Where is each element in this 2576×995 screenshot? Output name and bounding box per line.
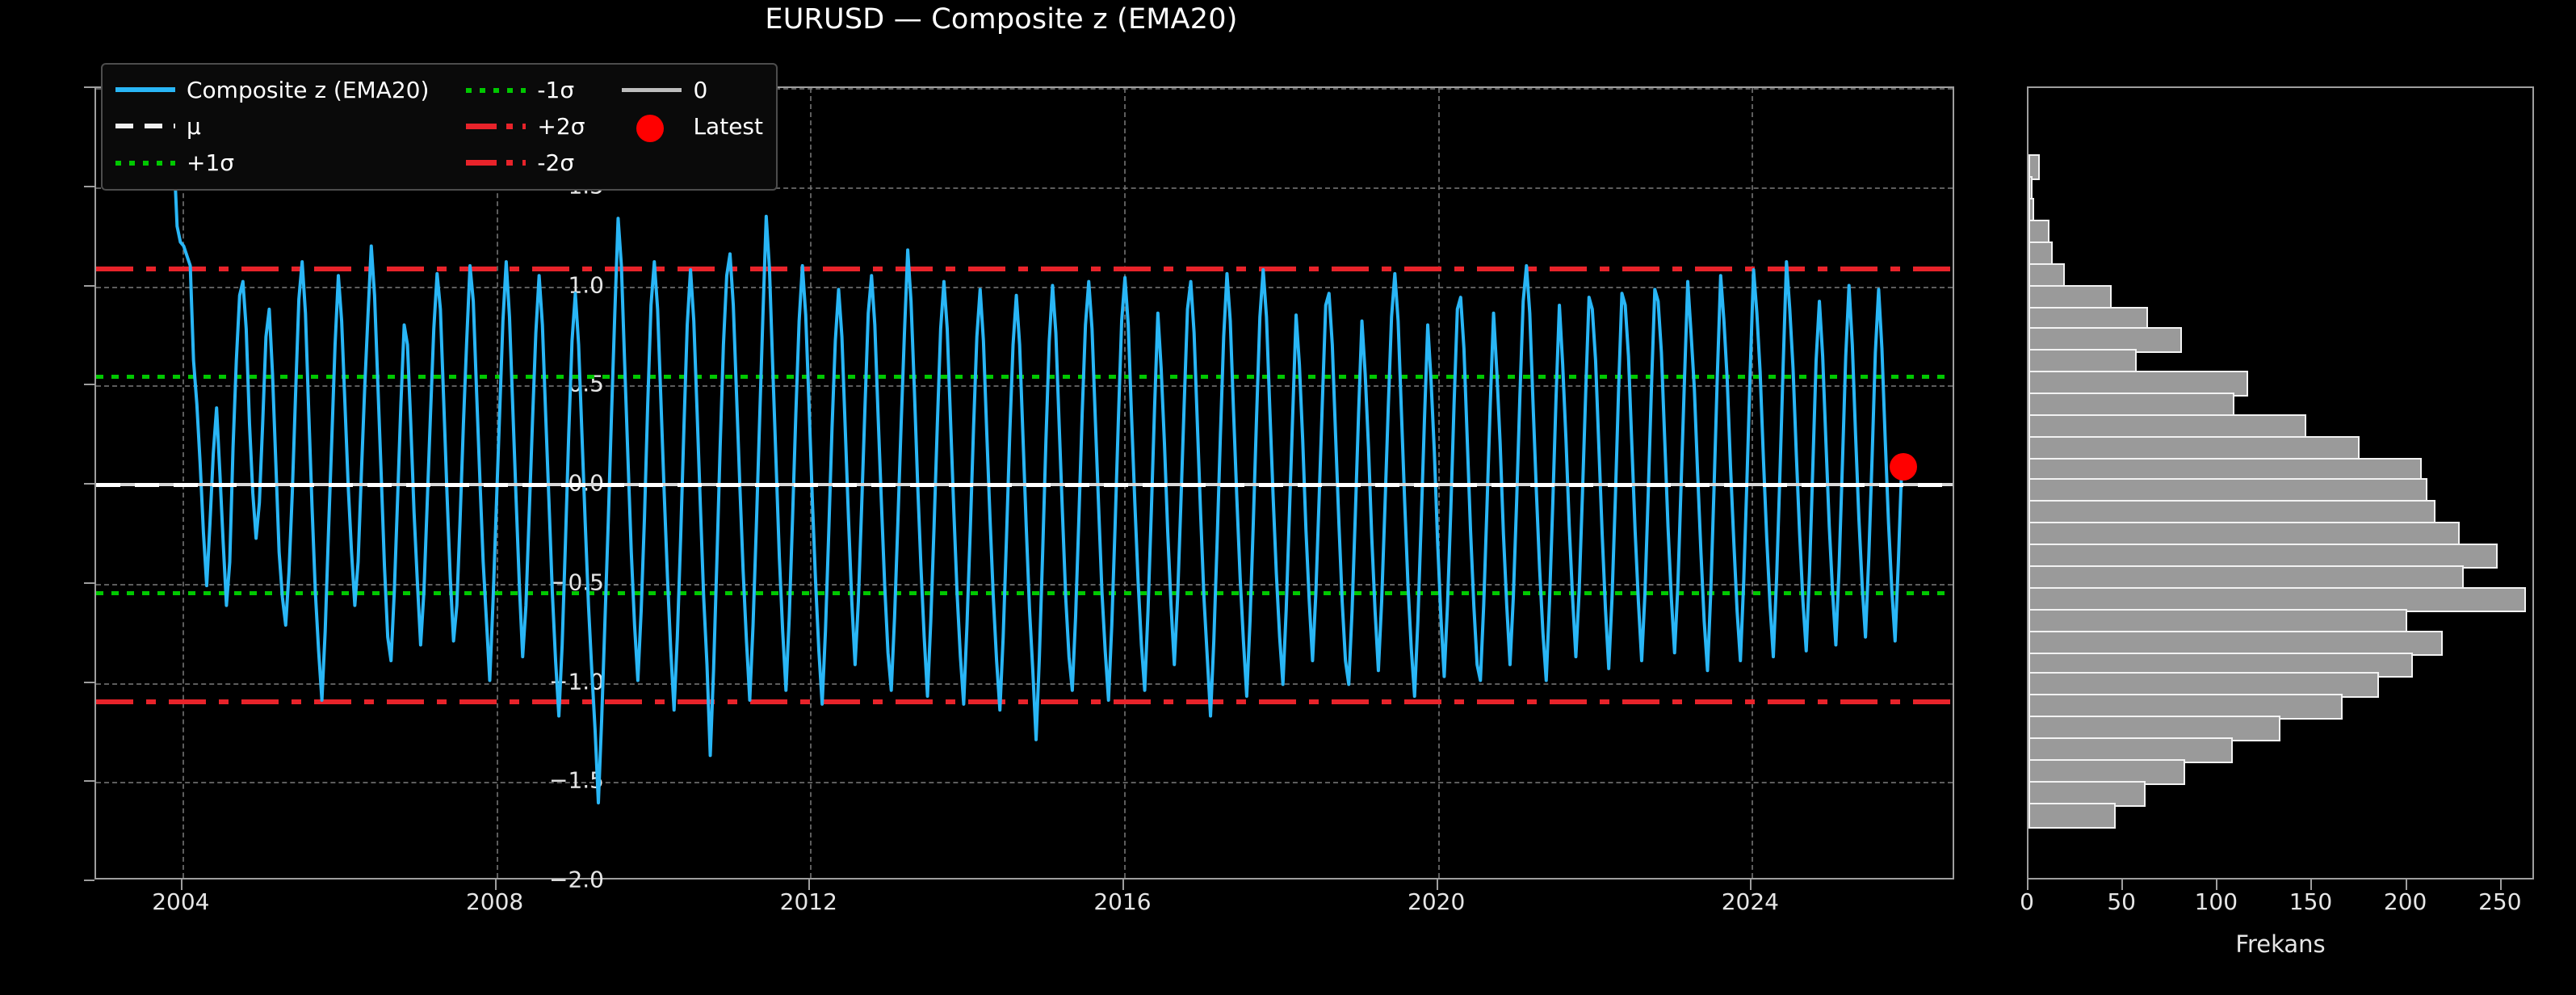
legend-label: +1σ bbox=[187, 149, 235, 176]
x-axis-tick-mark bbox=[808, 880, 811, 890]
legend-item-mu[interactable]: μ bbox=[115, 109, 429, 143]
histogram-x-tick-label: 0 bbox=[2020, 888, 2034, 915]
dashed-white-line-icon bbox=[115, 118, 175, 134]
latest-value-marker bbox=[1889, 453, 1917, 481]
dotted-green-line-icon bbox=[466, 82, 527, 98]
legend-item-minus-1-sigma[interactable]: -1σ bbox=[466, 73, 585, 107]
red-dot-marker-icon bbox=[622, 115, 682, 142]
y-axis-tick-mark bbox=[84, 780, 94, 783]
composite-z-series bbox=[169, 141, 1903, 805]
y-axis-tick-mark bbox=[84, 880, 94, 881]
y-axis-tick-mark bbox=[84, 284, 94, 287]
page-title: EURUSD — Composite z (EMA20) bbox=[765, 3, 1238, 36]
y-gridline bbox=[96, 385, 1953, 388]
legend-label: -2σ bbox=[537, 149, 575, 176]
x-axis-tick-mark bbox=[1122, 880, 1124, 890]
timeseries-plot-area bbox=[94, 86, 1954, 880]
x-axis-tick-label: 2012 bbox=[779, 888, 837, 915]
histogram-xaxis-label: Frekans bbox=[2235, 930, 2326, 958]
y-gridline bbox=[96, 583, 1953, 586]
y-axis-tick-mark bbox=[84, 185, 94, 187]
x-axis-tick-label: 2008 bbox=[465, 888, 524, 915]
x-axis-tick-mark bbox=[180, 880, 183, 890]
histogram-bar bbox=[2028, 154, 2041, 181]
chart-legend[interactable]: Composite z (EMA20) -1σ 0 μ +2σ Latest +… bbox=[101, 63, 778, 191]
plot-clip bbox=[96, 88, 1953, 878]
histogram-x-tick-mark bbox=[2027, 880, 2028, 890]
histogram-x-tick-mark bbox=[2216, 880, 2218, 890]
reference-line-mu bbox=[96, 483, 1953, 487]
histogram-x-tick-label: 250 bbox=[2478, 888, 2522, 915]
histogram-x-tick-label: 50 bbox=[2107, 888, 2136, 915]
legend-item-plus-2-sigma[interactable]: +2σ bbox=[466, 109, 585, 143]
y-gridline bbox=[96, 187, 1953, 189]
histogram-x-tick-label: 200 bbox=[2383, 888, 2427, 915]
legend-item-composite-z[interactable]: Composite z (EMA20) bbox=[115, 73, 429, 107]
reference-line-minus2sigma bbox=[96, 699, 1953, 704]
x-axis-tick-mark bbox=[1750, 880, 1752, 890]
y-gridline bbox=[96, 286, 1953, 288]
dashdot-red-line-icon bbox=[466, 154, 527, 170]
histogram-x-tick-mark bbox=[2310, 880, 2313, 890]
y-gridline bbox=[96, 782, 1953, 784]
y-axis-tick-label: −2.0 bbox=[549, 866, 604, 893]
y-gridline bbox=[96, 682, 1953, 685]
y-axis-tick-mark bbox=[84, 681, 94, 683]
histogram-bar bbox=[2028, 781, 2146, 807]
legend-label: 0 bbox=[693, 76, 708, 103]
histogram-x-tick-label: 100 bbox=[2194, 888, 2238, 915]
legend-item-plus-1-sigma[interactable]: +1σ bbox=[115, 145, 429, 179]
reference-line-minus1sigma bbox=[96, 590, 1953, 595]
x-axis-tick-mark bbox=[494, 880, 497, 890]
x-axis-tick-mark bbox=[1436, 880, 1438, 890]
legend-label: Latest bbox=[693, 112, 763, 140]
legend-label: Composite z (EMA20) bbox=[187, 76, 430, 103]
x-axis-tick-label: 2004 bbox=[152, 888, 210, 915]
histogram-bar bbox=[2028, 435, 2360, 462]
y-axis-tick-mark bbox=[84, 86, 94, 88]
histogram-bar bbox=[2028, 630, 2444, 657]
legend-label: μ bbox=[187, 112, 201, 140]
legend-item-latest[interactable]: Latest bbox=[622, 109, 763, 143]
y-gridline bbox=[96, 88, 1953, 90]
histogram-x-tick-mark bbox=[2121, 880, 2124, 890]
histogram-x-tick-label: 150 bbox=[2289, 888, 2333, 915]
y-axis-tick-mark bbox=[84, 384, 94, 386]
solid-blue-line-icon bbox=[115, 82, 175, 98]
y-axis-tick-mark bbox=[84, 483, 94, 485]
legend-item-minus-2-sigma[interactable]: -2σ bbox=[466, 145, 585, 179]
y-axis-tick-label: −1.5 bbox=[549, 766, 604, 794]
solid-gray-line-icon bbox=[622, 82, 682, 98]
legend-label: -1σ bbox=[537, 76, 575, 103]
histogram-x-tick-mark bbox=[2405, 880, 2407, 890]
histogram-x-tick-mark bbox=[2499, 880, 2502, 890]
legend-item-empty bbox=[622, 145, 763, 179]
reference-line-plus1sigma bbox=[96, 375, 1953, 380]
y-axis-tick-label: −0.5 bbox=[549, 569, 604, 596]
histogram-plot-area bbox=[2027, 86, 2534, 880]
dotted-green-line-icon bbox=[115, 154, 175, 170]
y-axis-tick-mark bbox=[84, 581, 94, 584]
x-axis-tick-label: 2024 bbox=[1721, 888, 1779, 915]
x-axis-tick-label: 2020 bbox=[1408, 888, 1466, 915]
dashdot-red-line-icon bbox=[466, 118, 527, 134]
histogram-bar bbox=[2028, 803, 2116, 829]
reference-line-plus2sigma bbox=[96, 267, 1953, 272]
legend-label: +2σ bbox=[537, 112, 585, 140]
x-axis-tick-label: 2016 bbox=[1093, 888, 1152, 915]
legend-item-zero[interactable]: 0 bbox=[622, 73, 763, 107]
